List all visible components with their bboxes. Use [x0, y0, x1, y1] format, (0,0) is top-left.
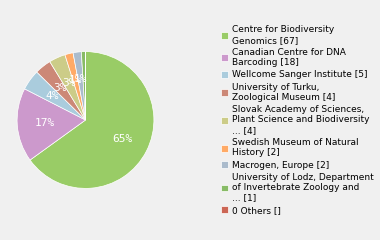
Legend: Centre for Biodiversity
Genomics [67], Canadian Centre for DNA
Barcoding [18], W: Centre for Biodiversity Genomics [67], C… [219, 24, 375, 216]
Text: 3%: 3% [62, 78, 75, 88]
Wedge shape [37, 62, 86, 120]
Wedge shape [73, 52, 86, 120]
Wedge shape [50, 55, 86, 120]
Text: 3%: 3% [53, 83, 67, 93]
Text: 65%: 65% [112, 134, 132, 144]
Wedge shape [81, 52, 86, 120]
Wedge shape [17, 89, 85, 160]
Wedge shape [30, 52, 154, 188]
Wedge shape [65, 53, 86, 120]
Text: 1%: 1% [74, 74, 87, 84]
Text: 4%: 4% [46, 91, 59, 101]
Wedge shape [25, 72, 86, 120]
Text: 1%: 1% [69, 75, 82, 85]
Text: 17%: 17% [35, 118, 55, 128]
